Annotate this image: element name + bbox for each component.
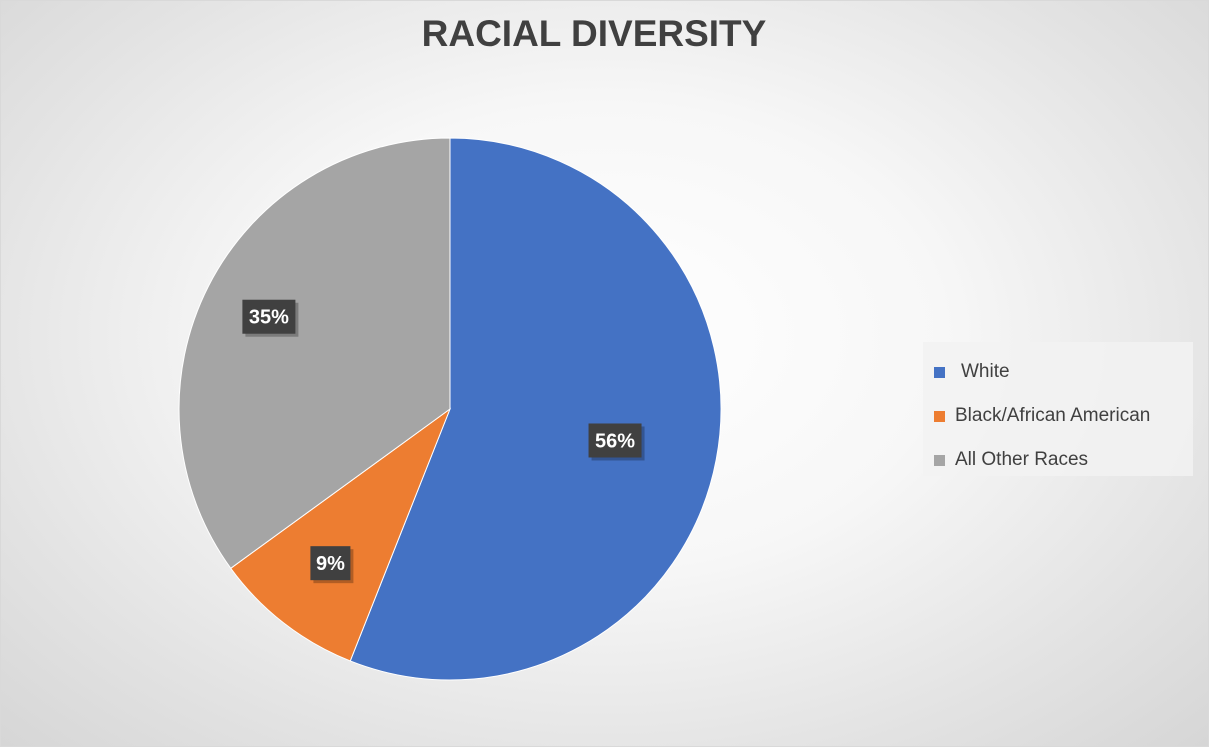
data-label-2: 9%	[310, 546, 354, 584]
legend-swatch	[934, 366, 945, 378]
legend-label: All Other Races	[955, 449, 1089, 470]
data-label-text: 56%	[595, 430, 635, 452]
data-label-text: 35%	[249, 307, 289, 329]
legend-item-1: White	[923, 350, 1193, 394]
legend-label: White	[961, 361, 1010, 382]
pie-slice-3	[178, 137, 451, 569]
data-label-3: 35%	[242, 299, 299, 337]
chart-title: RACIAL DIVERSITY	[421, 13, 767, 54]
chart-legend: White Black/African American All Other Rac…	[923, 342, 1193, 476]
legend-swatch	[934, 454, 945, 466]
data-label-text: 9%	[316, 553, 345, 575]
pie-slice-2	[230, 407, 452, 662]
legend-label: Black/African American	[955, 405, 1151, 426]
legend-item-2: Black/African American	[923, 394, 1193, 438]
pie-data-labels: 56% 9% 35%	[242, 299, 645, 584]
pie-slice-1	[349, 137, 722, 681]
data-label-1: 56%	[588, 423, 645, 461]
legend-swatch	[934, 410, 945, 422]
legend-item-3: All Other Races	[923, 438, 1193, 482]
pie-slices	[178, 137, 722, 681]
